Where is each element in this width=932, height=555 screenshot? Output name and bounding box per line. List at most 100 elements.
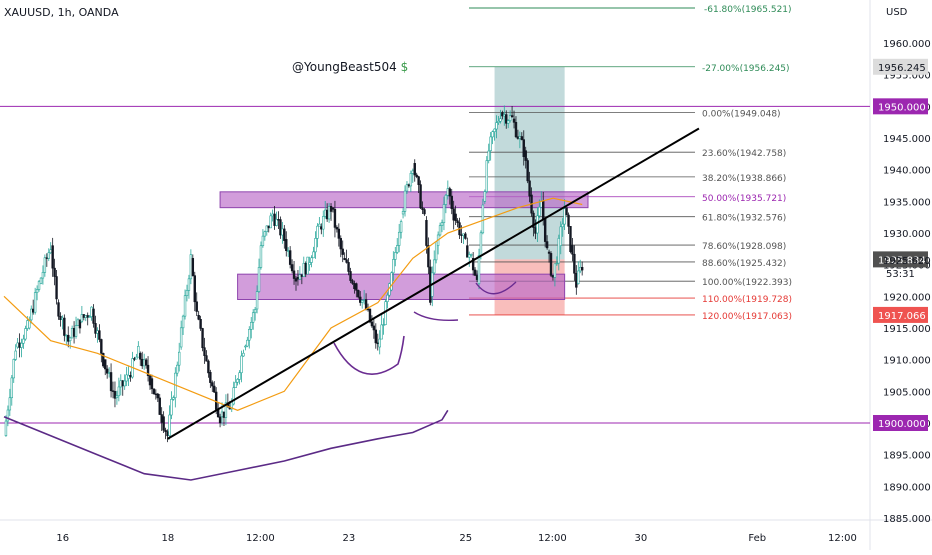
candle xyxy=(259,245,263,268)
candle xyxy=(304,262,307,275)
candle xyxy=(189,254,193,280)
last-price-label: 1925.620 xyxy=(883,256,931,267)
candle xyxy=(209,372,212,383)
candle xyxy=(536,215,539,234)
candle xyxy=(473,269,477,276)
x-tick-label: 25 xyxy=(459,533,472,544)
candle xyxy=(495,122,498,130)
candle xyxy=(238,372,241,380)
candle xyxy=(152,388,156,395)
candle xyxy=(187,278,191,291)
fib-label: 23.60%(1942.758) xyxy=(702,149,786,159)
candle xyxy=(296,277,300,280)
candle xyxy=(240,355,243,374)
candle xyxy=(250,321,253,330)
candle xyxy=(374,329,378,344)
candle xyxy=(294,278,298,282)
candle xyxy=(394,252,397,260)
candle xyxy=(218,416,222,424)
candle xyxy=(471,258,475,271)
candle xyxy=(224,402,228,418)
candle xyxy=(316,225,319,239)
candle xyxy=(61,317,64,320)
candle xyxy=(287,250,290,252)
trendline xyxy=(167,127,700,440)
candle xyxy=(489,136,492,151)
candle xyxy=(302,262,305,277)
candle xyxy=(438,225,442,236)
candle xyxy=(559,226,562,246)
candle xyxy=(538,206,541,217)
candle xyxy=(575,272,578,288)
candle xyxy=(479,232,483,256)
candle xyxy=(113,391,117,399)
fib-label: -61.80%(1965.521) xyxy=(704,5,792,15)
x-tick-label: 16 xyxy=(56,533,69,544)
candle xyxy=(107,372,111,374)
candle xyxy=(292,270,296,279)
candle xyxy=(542,201,545,220)
candle xyxy=(242,352,245,357)
candle xyxy=(561,223,564,228)
candle xyxy=(277,219,280,221)
candle xyxy=(18,342,21,348)
candle xyxy=(325,209,329,220)
price-marker xyxy=(873,98,928,115)
candle xyxy=(306,256,309,275)
candle xyxy=(285,239,288,251)
candle xyxy=(183,295,187,317)
y-tick-label: 1885.000 xyxy=(883,514,931,525)
candle xyxy=(557,238,561,264)
candle xyxy=(164,429,167,432)
candle xyxy=(318,223,321,227)
y-tick-label: 1890.000 xyxy=(883,482,931,493)
candle xyxy=(125,374,128,382)
candle xyxy=(359,296,362,303)
candle xyxy=(493,128,496,132)
candle xyxy=(45,257,49,259)
candle xyxy=(90,306,93,317)
candle xyxy=(39,277,43,284)
y-tick-label: 1930.000 xyxy=(883,229,931,240)
candle xyxy=(329,206,333,212)
candle xyxy=(172,397,175,400)
candle xyxy=(271,213,274,217)
candle xyxy=(440,222,444,226)
candle xyxy=(203,347,206,356)
candle xyxy=(148,375,152,386)
x-tick-label: 12:00 xyxy=(538,533,567,544)
x-tick-label: 12:00 xyxy=(828,533,857,544)
drawn-curve xyxy=(333,335,405,375)
candle xyxy=(119,380,123,388)
candle xyxy=(201,328,204,349)
candle xyxy=(452,208,455,221)
candle xyxy=(251,312,255,323)
price-marker xyxy=(873,58,928,75)
y-tick-label: 1920.000 xyxy=(883,292,931,303)
candle xyxy=(160,414,163,423)
candle xyxy=(273,213,276,226)
candle xyxy=(501,112,504,117)
x-tick-label: 23 xyxy=(343,533,356,544)
candle xyxy=(67,334,70,342)
candle xyxy=(179,327,183,348)
y-tick-label: 1945.000 xyxy=(883,134,931,145)
candle xyxy=(4,420,8,436)
candle xyxy=(345,259,348,263)
watermark: @YoungBeast504 $ xyxy=(292,60,408,74)
x-tick-label: 30 xyxy=(635,533,648,544)
y-tick-label: 1915.000 xyxy=(883,324,931,335)
candle xyxy=(520,136,524,140)
candle xyxy=(506,120,510,124)
candle xyxy=(141,358,144,367)
candle xyxy=(505,114,508,124)
candle xyxy=(397,231,401,246)
candle xyxy=(246,339,249,347)
candle xyxy=(499,118,502,122)
candle xyxy=(565,207,568,216)
candle xyxy=(551,275,555,278)
candle xyxy=(468,254,471,258)
candle xyxy=(417,176,420,185)
candle xyxy=(261,235,265,246)
